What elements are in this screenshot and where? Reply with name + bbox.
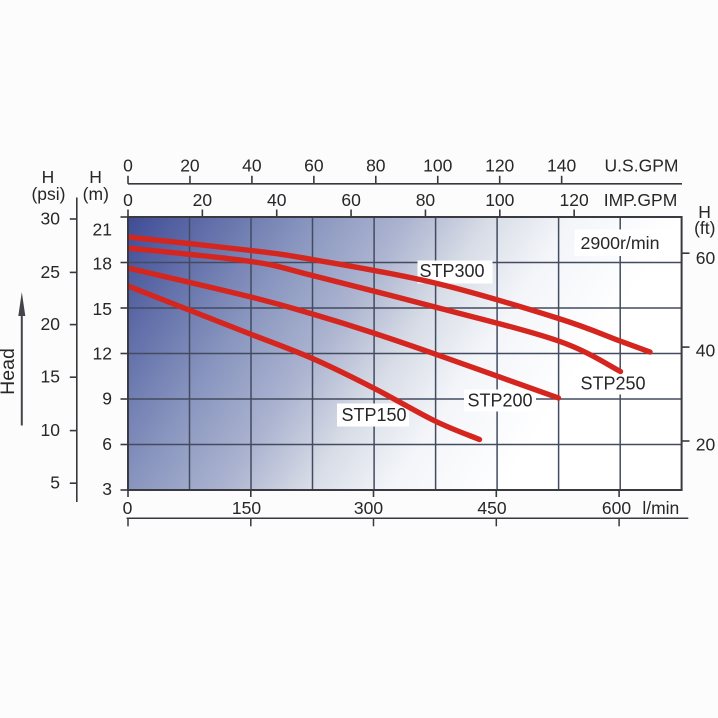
svg-text:5: 5 — [50, 473, 60, 493]
svg-text:15: 15 — [93, 299, 112, 319]
svg-text:STP300: STP300 — [419, 261, 484, 281]
svg-text:150: 150 — [232, 498, 261, 518]
svg-text:40: 40 — [242, 156, 262, 176]
svg-text:2900r/min: 2900r/min — [580, 233, 659, 253]
svg-text:l/min: l/min — [642, 498, 679, 518]
svg-text:IMP.GPM: IMP.GPM — [604, 190, 678, 210]
svg-text:U.S.GPM: U.S.GPM — [605, 156, 679, 176]
svg-text:H: H — [89, 167, 102, 187]
svg-text:12: 12 — [93, 344, 112, 364]
svg-text:25: 25 — [41, 262, 60, 282]
svg-text:20: 20 — [193, 190, 213, 210]
svg-text:60: 60 — [341, 190, 361, 210]
svg-text:0: 0 — [123, 190, 133, 210]
svg-text:15: 15 — [41, 367, 60, 387]
svg-text:600: 600 — [602, 498, 631, 518]
svg-text:100: 100 — [423, 156, 452, 176]
svg-text:(psi): (psi) — [31, 184, 65, 204]
svg-text:0: 0 — [123, 498, 133, 518]
svg-text:140: 140 — [547, 156, 576, 176]
svg-text:Head: Head — [0, 348, 19, 395]
svg-text:450: 450 — [477, 498, 506, 518]
svg-text:20: 20 — [180, 156, 200, 176]
svg-text:80: 80 — [366, 156, 386, 176]
svg-text:60: 60 — [304, 156, 324, 176]
svg-text:40: 40 — [696, 341, 716, 361]
svg-text:120: 120 — [485, 156, 514, 176]
svg-text:80: 80 — [416, 190, 436, 210]
svg-text:STP250: STP250 — [580, 374, 645, 394]
svg-text:10: 10 — [41, 420, 61, 440]
svg-text:H: H — [698, 202, 711, 222]
svg-text:H: H — [42, 167, 55, 187]
svg-text:120: 120 — [560, 190, 589, 210]
svg-text:(m): (m) — [83, 184, 109, 204]
svg-text:20: 20 — [41, 314, 61, 334]
svg-text:0: 0 — [123, 156, 133, 176]
svg-text:9: 9 — [102, 389, 112, 409]
svg-text:(ft): (ft) — [694, 218, 715, 238]
svg-text:40: 40 — [267, 190, 287, 210]
svg-text:30: 30 — [41, 209, 61, 229]
svg-text:21: 21 — [93, 219, 112, 239]
svg-text:STP150: STP150 — [341, 405, 406, 425]
svg-text:20: 20 — [696, 435, 716, 455]
svg-text:3: 3 — [102, 479, 112, 499]
svg-text:STP200: STP200 — [467, 391, 532, 411]
svg-text:60: 60 — [696, 248, 716, 268]
svg-text:300: 300 — [354, 498, 383, 518]
svg-text:18: 18 — [93, 254, 112, 274]
svg-text:100: 100 — [485, 190, 514, 210]
svg-text:6: 6 — [102, 434, 112, 454]
